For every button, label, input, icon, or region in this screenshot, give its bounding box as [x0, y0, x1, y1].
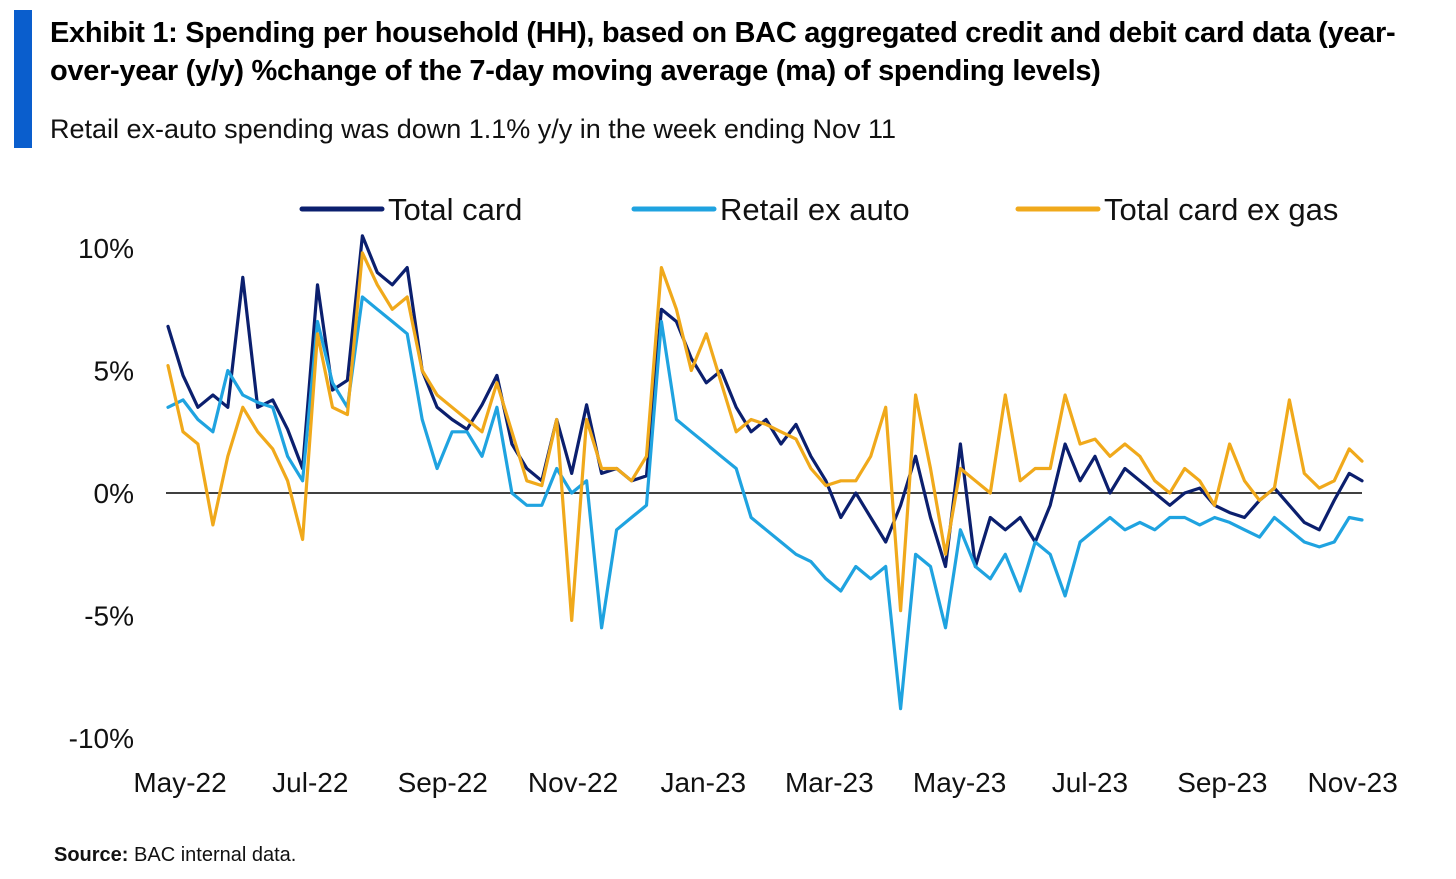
legend-label: Total card — [388, 192, 522, 227]
x-tick-label: Sep-22 — [398, 767, 488, 798]
x-tick-label: Jul-23 — [1052, 767, 1128, 798]
y-tick-label: 5% — [94, 356, 134, 387]
series-line-retail-ex-auto — [166, 295, 1364, 711]
x-tick-label: Nov-22 — [528, 767, 618, 798]
y-tick-label: 0% — [94, 478, 134, 509]
legend-label: Retail ex auto — [720, 192, 910, 227]
y-tick-label: -5% — [84, 601, 134, 632]
x-tick-label: Sep-23 — [1177, 767, 1267, 798]
series-line-total-card — [166, 234, 1364, 569]
source-note: Source: BAC internal data. — [54, 844, 296, 867]
chart-title: Exhibit 1: Spending per household (HH), … — [50, 17, 1396, 87]
accent-bar — [14, 10, 32, 148]
series-line-total-card-ex-gas — [166, 251, 1364, 623]
x-tick-label: Mar-23 — [785, 767, 874, 798]
x-tick-label: Jan-23 — [660, 767, 746, 798]
x-tick-label: Jul-22 — [272, 767, 348, 798]
y-tick-label: 10% — [78, 233, 134, 264]
legend-label: Total card ex gas — [1104, 192, 1338, 227]
x-tick-label: Nov-23 — [1308, 767, 1398, 798]
chart-subtitle: Retail ex-auto spending was down 1.1% y/… — [50, 114, 897, 144]
source-text: BAC internal data. — [134, 844, 297, 866]
x-tick-label: May-23 — [913, 767, 1006, 798]
source-label: Source: — [54, 844, 129, 866]
y-tick-label: -10% — [69, 723, 134, 754]
x-tick-label: May-22 — [133, 767, 226, 798]
